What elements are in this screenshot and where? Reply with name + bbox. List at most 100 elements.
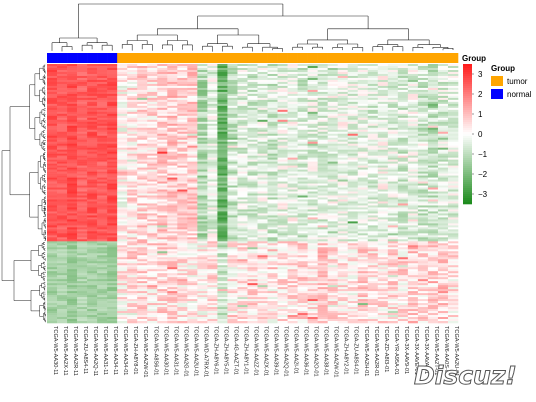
heatmap-cell — [207, 183, 218, 186]
heatmap-cell — [157, 161, 168, 164]
heatmap-cell — [57, 189, 68, 192]
heatmap-cell — [357, 121, 369, 125]
heatmap-cell — [87, 69, 98, 73]
heatmap-cell — [367, 287, 379, 290]
heatmap-cell — [117, 127, 128, 131]
heatmap-cell — [317, 231, 328, 234]
heatmap-cell — [97, 287, 108, 290]
heatmap-cell — [67, 165, 78, 168]
heatmap-cell — [87, 161, 98, 164]
heatmap-cell — [197, 155, 208, 158]
heatmap-cell — [127, 261, 138, 264]
heatmap-cell — [47, 317, 58, 320]
heatmap-cell — [187, 115, 198, 119]
heatmap-cell — [87, 163, 98, 166]
heatmap-cell — [157, 263, 168, 266]
heatmap-cell — [117, 187, 128, 190]
heatmap-cell — [117, 215, 128, 218]
heatmap-cell — [57, 125, 68, 129]
heatmap-cell — [287, 321, 298, 324]
heatmap-cell — [307, 275, 318, 278]
annotation-cell-tumor — [357, 53, 369, 63]
heatmap-cell — [177, 177, 188, 180]
heatmap-cell — [117, 119, 128, 123]
heatmap-cell — [227, 157, 238, 160]
heatmap-cell — [77, 147, 88, 150]
heatmap-cell — [177, 89, 188, 93]
heatmap-cell — [177, 193, 188, 196]
heatmap-cell — [207, 195, 218, 198]
heatmap-cell — [297, 123, 308, 127]
heatmap-cell — [187, 105, 198, 109]
heatmap-cell — [297, 113, 308, 117]
heatmap-cell — [117, 241, 128, 244]
heatmap-cell — [107, 71, 118, 75]
heatmap-cell — [247, 171, 258, 174]
heatmap-cell — [287, 195, 298, 198]
heatmap-cell — [317, 257, 328, 260]
heatmap-cell — [127, 183, 138, 186]
heatmap-cell — [307, 181, 318, 184]
heatmap-cell — [127, 249, 138, 252]
heatmap-cell — [357, 277, 369, 280]
heatmap-cell — [357, 87, 369, 91]
heatmap-cell — [47, 301, 58, 304]
heatmap-cell — [87, 297, 98, 300]
heatmap-cell — [357, 195, 369, 198]
heatmap-cell — [277, 279, 288, 282]
heatmap-cell — [307, 207, 318, 210]
heatmap-cell — [47, 155, 58, 158]
heatmap-cell — [367, 153, 379, 156]
heatmap-cell — [217, 227, 228, 230]
heatmap-cell — [277, 283, 288, 286]
heatmap-cell — [67, 249, 78, 252]
heatmap-cell — [167, 299, 178, 302]
heatmap-cell — [227, 139, 238, 142]
heatmap-cell — [207, 237, 218, 240]
heatmap-cell — [87, 75, 98, 79]
heatmap-cell — [257, 103, 268, 107]
annotation-cell-tumor — [117, 53, 128, 63]
heatmap-cell — [297, 227, 308, 230]
annotation-cell-tumor — [157, 53, 168, 63]
heatmap-cell — [347, 203, 359, 206]
heatmap-cell — [87, 151, 98, 154]
heatmap-cell — [337, 145, 349, 148]
heatmap-cell — [57, 283, 68, 286]
heatmap-cell — [117, 135, 128, 139]
heatmap-cell — [337, 101, 349, 105]
heatmap-cell — [337, 117, 349, 121]
heatmap-cell — [177, 245, 188, 248]
heatmap-cell — [207, 317, 218, 320]
heatmap-cell — [267, 131, 278, 135]
heatmap-cell — [317, 253, 328, 256]
heatmap-cell — [337, 167, 349, 170]
heatmap-cell — [117, 255, 128, 258]
heatmap-cell — [287, 189, 298, 192]
heatmap-cell — [167, 169, 178, 172]
heatmap-cell — [47, 245, 58, 248]
heatmap-cell — [147, 103, 158, 107]
heatmap-cell — [227, 299, 238, 302]
heatmap-cell — [117, 263, 128, 266]
heatmap-cell — [277, 125, 288, 129]
heatmap-cell — [307, 195, 318, 198]
heatmap-cell — [287, 287, 298, 290]
heatmap-cell — [297, 173, 308, 176]
heatmap-cell — [237, 69, 248, 73]
heatmap-cell — [237, 179, 248, 182]
heatmap-cell — [317, 79, 328, 83]
heatmap-cell — [77, 87, 88, 91]
heatmap-cell — [247, 105, 258, 109]
heatmap-cell — [257, 321, 268, 324]
heatmap-cell — [87, 129, 98, 133]
heatmap-cell — [147, 109, 158, 113]
heatmap-cell — [57, 175, 68, 178]
heatmap-cell — [77, 127, 88, 131]
heatmap-cell — [267, 127, 278, 131]
heatmap-cell — [267, 265, 278, 268]
heatmap-cell — [197, 163, 208, 166]
heatmap-cell — [287, 317, 298, 320]
annotation-cell-tumor — [147, 53, 158, 63]
heatmap-cell — [327, 255, 338, 258]
